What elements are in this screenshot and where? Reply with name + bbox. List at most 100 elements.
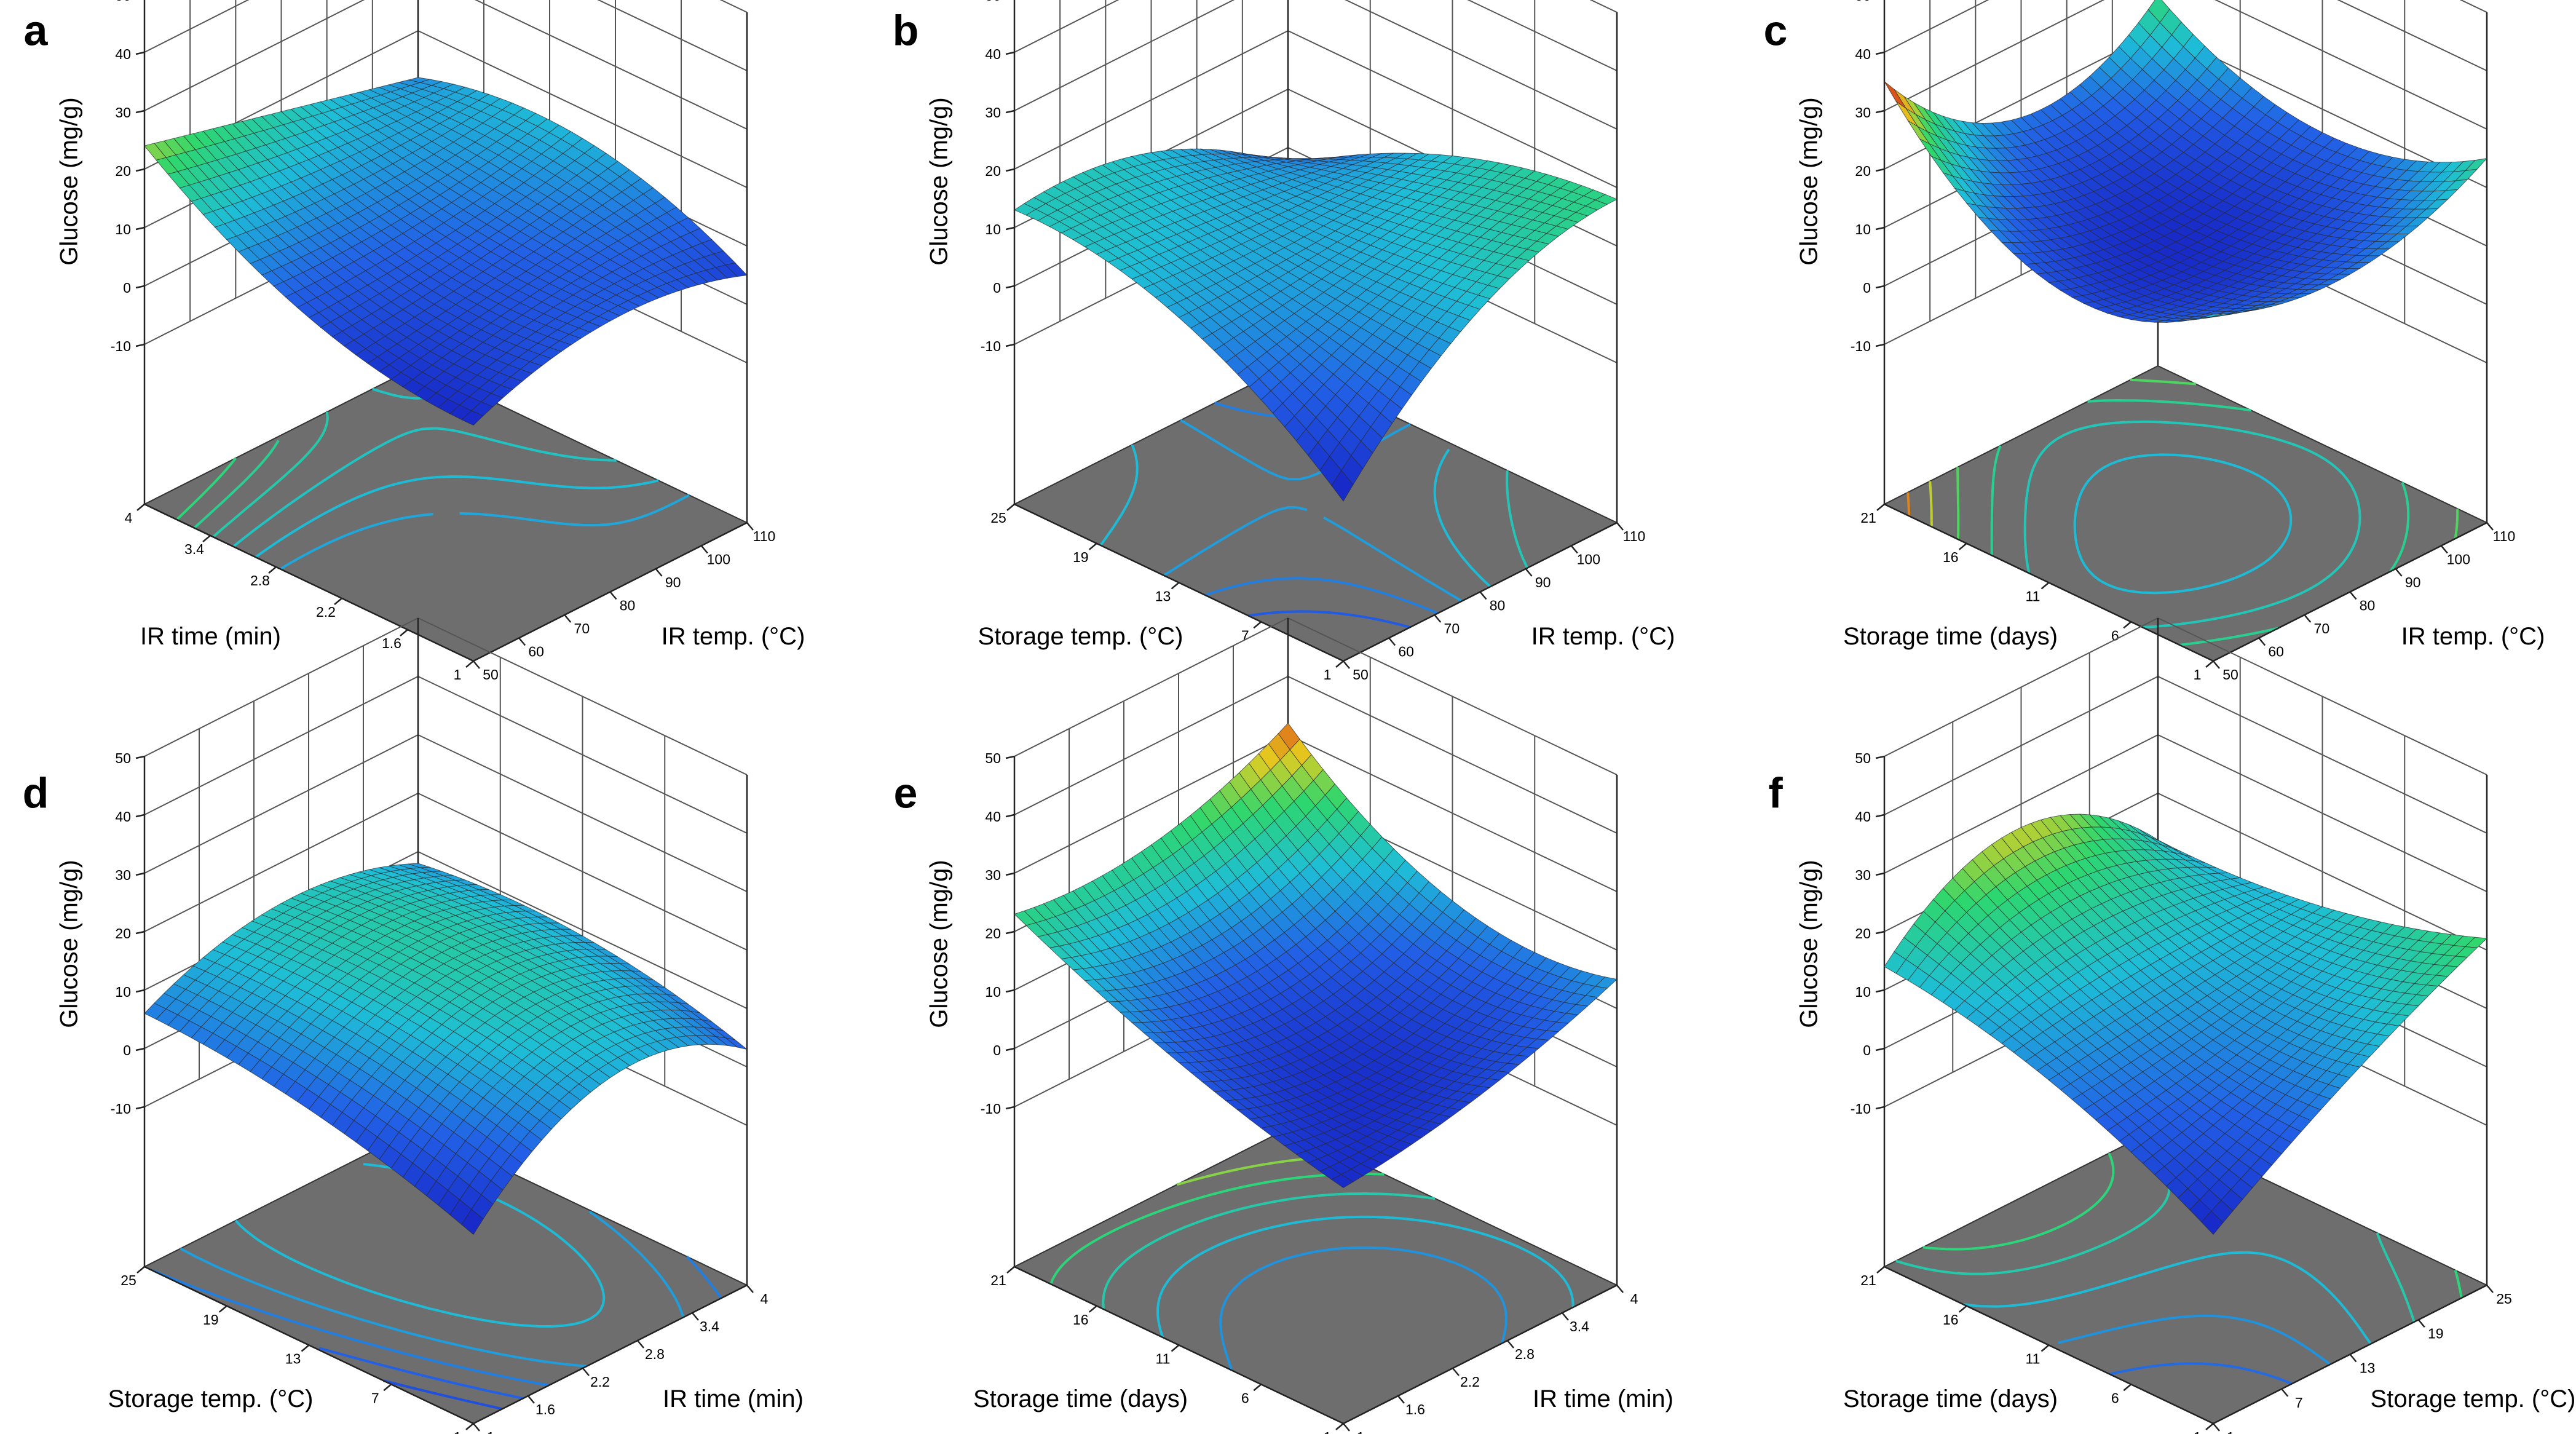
- y-tick-label: 1: [1324, 1429, 1332, 1434]
- z-axis-title: Glucose (mg/g): [56, 860, 83, 1028]
- response-surface: [1014, 148, 1618, 502]
- z-gridline: [144, 793, 419, 932]
- x-axis-title: IR time (min): [1533, 1385, 1673, 1412]
- x-tick: [746, 522, 754, 531]
- x-axis-title: IR temp. (°C): [2401, 623, 2545, 650]
- x-tick-label: 2.2: [590, 1374, 610, 1390]
- y-tick: [1335, 660, 1344, 668]
- y-tick: [1171, 1344, 1180, 1352]
- x-tick: [1343, 660, 1350, 669]
- z-axis-title: Glucose (mg/g): [926, 97, 953, 265]
- z-tick-label: 30: [985, 867, 1001, 883]
- response-surface: [1014, 723, 1618, 1189]
- x-tick-label: 3.4: [1570, 1318, 1589, 1334]
- contour-level: [383, 1379, 503, 1411]
- z-tick: [1875, 168, 1885, 172]
- x-tick: [527, 1395, 535, 1404]
- z-tick-label: 0: [1863, 1042, 1871, 1058]
- y-tick: [2041, 582, 2050, 590]
- x-tick-label: 1: [487, 1429, 495, 1434]
- z-tick-label: 20: [1855, 925, 1871, 941]
- z-gridline: [1014, 676, 1289, 815]
- z-tick-label: 0: [123, 1042, 131, 1058]
- contour-floor: [1013, 1127, 1619, 1425]
- z-tick-label: 10: [115, 221, 131, 237]
- z-gridline: [144, 734, 419, 874]
- contour-lines: [1895, 1131, 2463, 1385]
- contour-level: [2109, 1362, 2293, 1385]
- response-surface: [144, 863, 748, 1235]
- z-axis-title: Glucose (mg/g): [926, 860, 953, 1028]
- y-tick-label: 25: [990, 510, 1006, 526]
- z-gridline: [597, 0, 748, 71]
- y-tick: [218, 1305, 227, 1313]
- y-tick: [1088, 542, 1097, 550]
- y-tick-label: 11: [1156, 1351, 1171, 1367]
- z-gridline: [144, 676, 419, 815]
- x-tick: [2349, 591, 2357, 600]
- x-tick-label: 1.6: [1405, 1401, 1425, 1417]
- x-tick-label: 3.4: [700, 1318, 719, 1334]
- surface-facet: [1331, 1174, 1354, 1189]
- contour-lines: [1906, 378, 2459, 646]
- x-tick-label: 110: [753, 528, 776, 544]
- y-tick: [1253, 621, 1262, 629]
- surface-facet: [1331, 470, 1354, 502]
- x-tick-label: 1: [1357, 1429, 1365, 1434]
- z-tick-label: 20: [115, 163, 131, 179]
- z-tick: [1005, 814, 1015, 818]
- x-tick: [2213, 660, 2220, 669]
- z-tick: [1005, 1106, 1015, 1110]
- panel-letter: d: [23, 769, 49, 817]
- x-tick: [473, 660, 480, 669]
- z-tick: [135, 1106, 145, 1110]
- response-surface: [1884, 814, 2488, 1235]
- y-tick: [1335, 1423, 1344, 1430]
- z-tick-label: 50: [1855, 0, 1871, 4]
- z-tick-label: -10: [111, 338, 131, 354]
- z-tick: [1875, 814, 1885, 818]
- z-tick-label: 50: [115, 0, 131, 4]
- z-tick-label: 10: [1855, 221, 1871, 237]
- y-tick: [465, 660, 474, 668]
- panel-letter: e: [894, 769, 918, 817]
- x-tick-label: 80: [620, 598, 636, 614]
- contour-level: [2073, 453, 2293, 595]
- contour-level: [1956, 378, 2459, 540]
- x-tick: [564, 614, 572, 623]
- surface-facet: [461, 1208, 484, 1235]
- x-tick-label: 90: [2405, 574, 2421, 590]
- z-tick: [1875, 109, 1885, 114]
- z-tick: [1875, 226, 1885, 231]
- x-tick-label: 70: [2314, 620, 2330, 636]
- x-tick-label: 1.6: [535, 1401, 555, 1417]
- y-tick-label: 1: [454, 1429, 462, 1434]
- z-gridline: [417, 30, 748, 188]
- contour-level: [176, 457, 237, 521]
- z-tick: [135, 989, 145, 993]
- y-axis-title: Storage time (days): [1843, 623, 2058, 650]
- z-tick: [1005, 755, 1015, 759]
- z-axis-title: Glucose (mg/g): [1796, 97, 1823, 265]
- x-tick-label: 90: [665, 574, 681, 590]
- z-gridline: [1014, 734, 1289, 874]
- z-tick: [135, 872, 145, 876]
- z-tick: [135, 930, 145, 935]
- x-tick: [1616, 1285, 1624, 1293]
- x-tick-label: 4: [1630, 1291, 1638, 1307]
- x-tick: [655, 568, 663, 577]
- x-tick: [2258, 637, 2266, 646]
- contour-level: [279, 494, 690, 571]
- z-tick: [135, 109, 145, 114]
- z-tick: [1005, 343, 1015, 347]
- y-tick-label: 25: [121, 1272, 136, 1288]
- z-tick: [1005, 1047, 1015, 1052]
- z-tick-label: 10: [985, 221, 1001, 237]
- y-tick: [202, 535, 211, 542]
- z-tick: [1005, 168, 1015, 172]
- y-tick-label: 13: [285, 1351, 301, 1367]
- z-tick: [1875, 930, 1885, 935]
